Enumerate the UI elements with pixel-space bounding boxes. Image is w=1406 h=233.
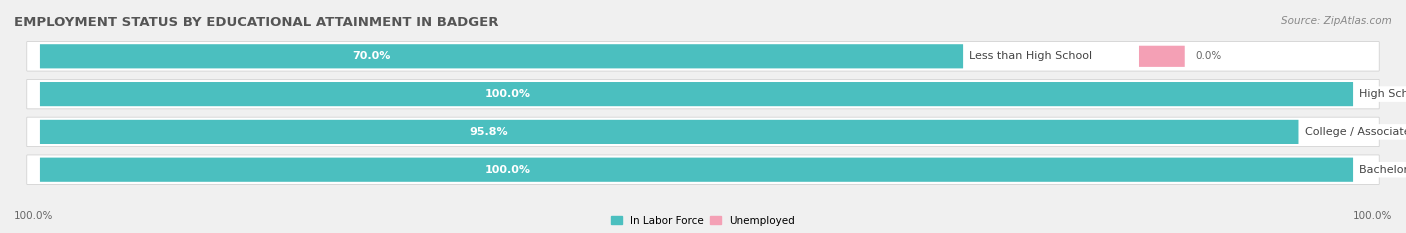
Legend: In Labor Force, Unemployed: In Labor Force, Unemployed xyxy=(607,212,799,230)
Text: 100.0%: 100.0% xyxy=(1353,211,1392,221)
Text: 100.0%: 100.0% xyxy=(485,89,531,99)
Text: 100.0%: 100.0% xyxy=(14,211,53,221)
FancyBboxPatch shape xyxy=(39,120,1299,144)
FancyBboxPatch shape xyxy=(39,82,1353,106)
FancyBboxPatch shape xyxy=(27,155,1379,185)
FancyBboxPatch shape xyxy=(27,117,1379,147)
Text: High School Diploma: High School Diploma xyxy=(1360,89,1406,99)
FancyBboxPatch shape xyxy=(39,44,963,69)
FancyBboxPatch shape xyxy=(1139,46,1185,67)
FancyBboxPatch shape xyxy=(27,79,1379,109)
Text: EMPLOYMENT STATUS BY EDUCATIONAL ATTAINMENT IN BADGER: EMPLOYMENT STATUS BY EDUCATIONAL ATTAINM… xyxy=(14,16,499,29)
FancyBboxPatch shape xyxy=(27,41,1379,71)
Text: Bachelor's Degree or higher: Bachelor's Degree or higher xyxy=(1360,165,1406,175)
Text: 95.8%: 95.8% xyxy=(470,127,508,137)
Text: College / Associate Degree: College / Associate Degree xyxy=(1305,127,1406,137)
Text: 100.0%: 100.0% xyxy=(485,165,531,175)
Text: 0.0%: 0.0% xyxy=(1195,51,1222,61)
Text: 70.0%: 70.0% xyxy=(353,51,391,61)
Text: Source: ZipAtlas.com: Source: ZipAtlas.com xyxy=(1281,16,1392,26)
FancyBboxPatch shape xyxy=(39,158,1353,182)
Text: Less than High School: Less than High School xyxy=(970,51,1092,61)
